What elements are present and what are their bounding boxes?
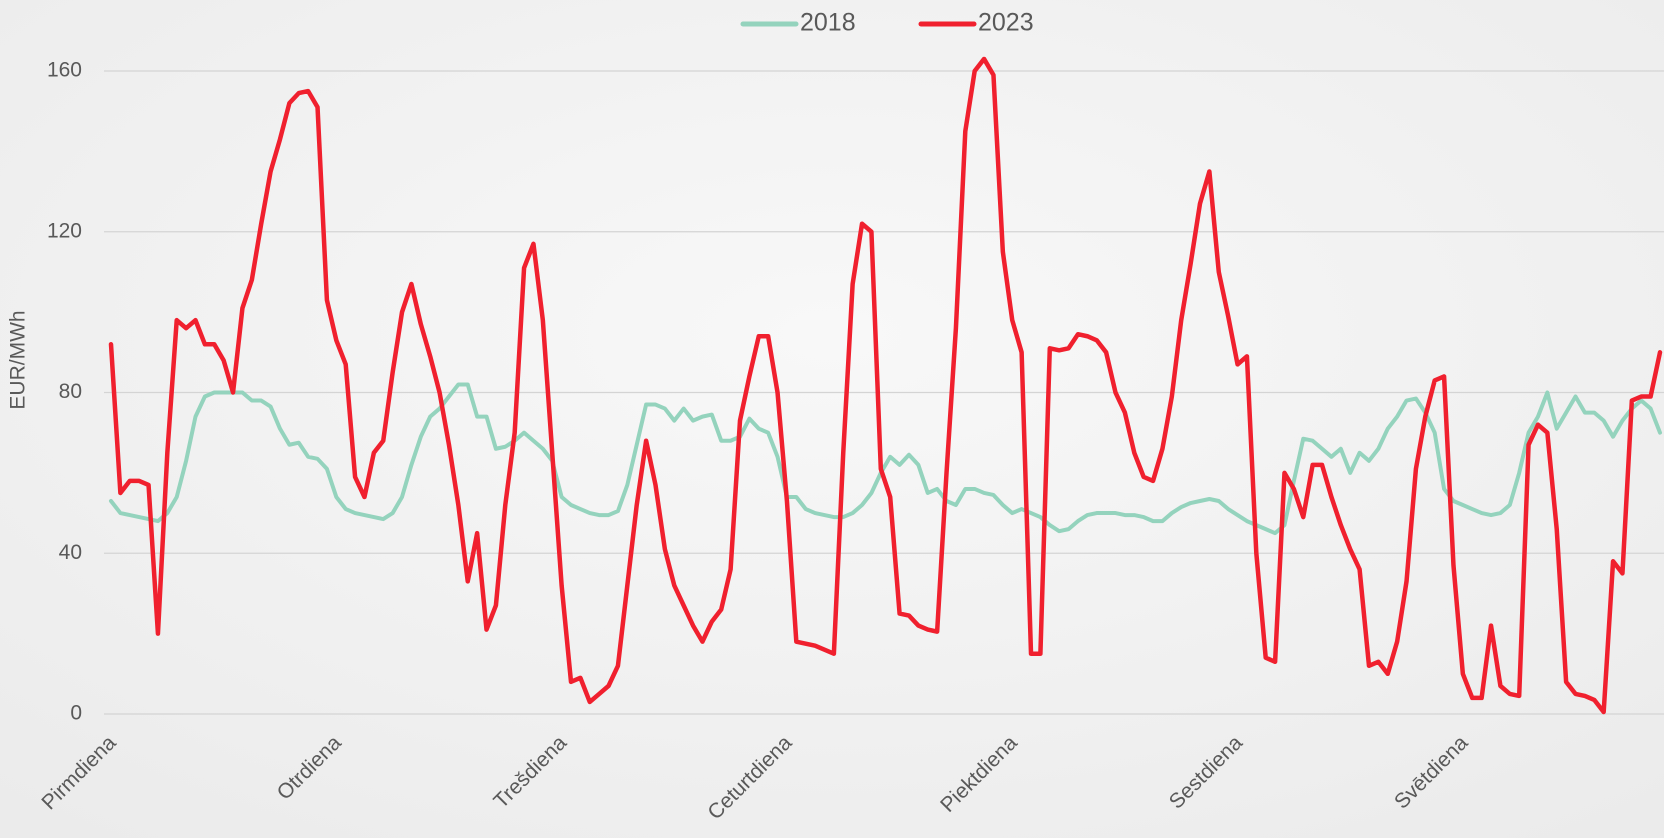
legend-label: 2023 [978, 9, 1034, 37]
y-tick-label: 80 [59, 380, 82, 403]
y-tick-label: 160 [47, 59, 82, 82]
legend-label: 2018 [800, 9, 856, 37]
series-line [109, 382, 1662, 536]
y-tick-label: 0 [70, 702, 82, 725]
y-tick-label: 120 [47, 219, 82, 242]
y-tick-label: 40 [59, 541, 82, 564]
series-line [108, 56, 1663, 715]
y-axis-label: EUR/MWh [7, 310, 30, 409]
